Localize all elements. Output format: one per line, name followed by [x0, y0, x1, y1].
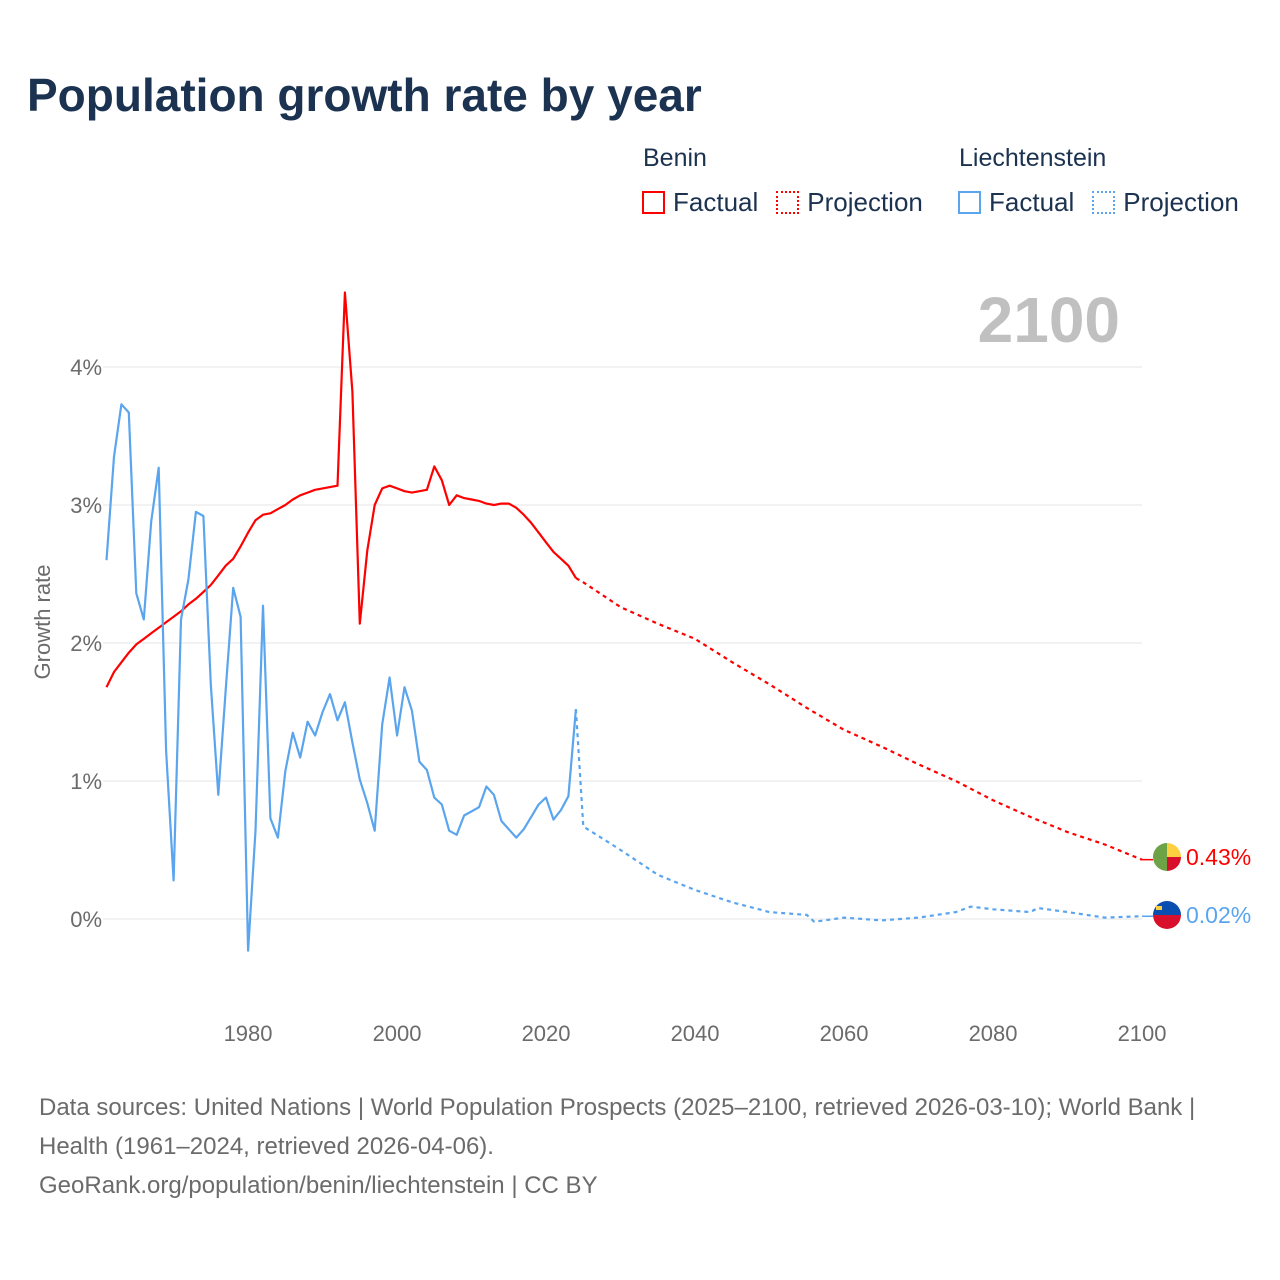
- year-display: 2100: [978, 284, 1120, 356]
- legend-benin-projection[interactable]: Projection: [776, 187, 923, 218]
- solid-swatch-icon: [958, 191, 981, 214]
- dotted-swatch-icon: [1092, 191, 1116, 214]
- gridlines: 0% 1% 2% 3% 4% 1980 2000 2020 2040 2060 2080 2100: [70, 355, 1166, 1046]
- chart-title: Population growth rate by year: [27, 69, 702, 121]
- legend-liechtenstein: Liechtenstein Factual Projection: [958, 144, 1257, 218]
- benin-projection-line: [575, 577, 1143, 861]
- legend-liechtenstein-projection[interactable]: Projection: [1092, 187, 1239, 218]
- liechtenstein-projection-line: [574, 709, 1143, 923]
- y-axis-label: Growth rate: [30, 565, 55, 680]
- footer: Data sources: United Nations | World Pop…: [39, 1088, 1239, 1205]
- x-tick-label: 2040: [671, 1021, 720, 1046]
- legend-benin-factual[interactable]: Factual: [642, 187, 758, 218]
- liechtenstein-end-label: 0.02%: [1186, 902, 1251, 928]
- y-tick-label: 3%: [70, 493, 102, 518]
- x-tick-label: 2000: [373, 1021, 422, 1046]
- legend-benin: Benin Factual Projection: [642, 144, 941, 218]
- legend-group-name: Benin: [643, 144, 707, 172]
- x-tick-label: 2060: [820, 1021, 869, 1046]
- liechtenstein-factual-line: [105, 403, 577, 952]
- data-sources: Data sources: United Nations | World Pop…: [39, 1094, 1196, 1160]
- y-tick-label: 2%: [70, 631, 102, 656]
- legend-liechtenstein-factual[interactable]: Factual: [958, 187, 1074, 218]
- benin-end-label: 0.43%: [1186, 844, 1251, 870]
- dotted-swatch-icon: [776, 191, 800, 214]
- y-tick-label: 0%: [70, 907, 102, 932]
- x-tick-label: 2100: [1118, 1021, 1167, 1046]
- legend-label: Factual: [989, 187, 1075, 217]
- x-tick-label: 1980: [224, 1021, 273, 1046]
- benin-factual-line: [105, 291, 577, 688]
- legend-label: Factual: [673, 187, 759, 217]
- y-tick-label: 1%: [70, 769, 102, 794]
- y-tick-label: 4%: [70, 355, 102, 380]
- liechtenstein-flag-icon: [1153, 901, 1181, 929]
- x-tick-label: 2020: [522, 1021, 571, 1046]
- legend-group-name: Liechtenstein: [959, 144, 1107, 172]
- credit-link[interactable]: GeoRank.org/population/benin/liechtenste…: [39, 1172, 598, 1199]
- x-tick-label: 2080: [969, 1021, 1018, 1046]
- benin-flag-icon: [1153, 843, 1181, 871]
- legend-label: Projection: [1123, 187, 1239, 217]
- solid-swatch-icon: [642, 191, 665, 214]
- legend-label: Projection: [807, 187, 923, 217]
